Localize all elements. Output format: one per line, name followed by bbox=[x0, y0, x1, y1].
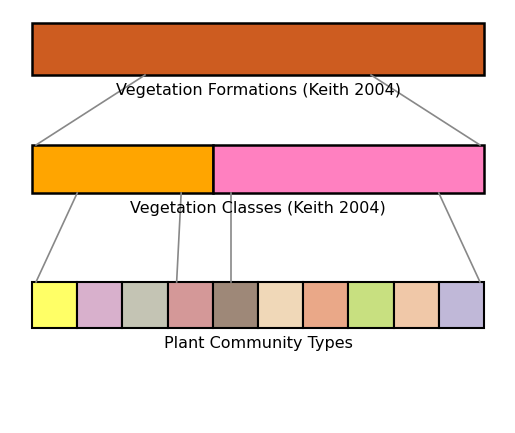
Bar bbox=[213, 282, 258, 328]
Bar bbox=[349, 282, 393, 328]
Bar bbox=[393, 282, 439, 328]
Bar bbox=[123, 282, 167, 328]
Bar bbox=[167, 282, 213, 328]
Bar bbox=[32, 23, 484, 75]
Text: Vegetation Formations (Keith 2004): Vegetation Formations (Keith 2004) bbox=[115, 83, 401, 98]
Bar bbox=[77, 282, 123, 328]
Text: Vegetation Classes (Keith 2004): Vegetation Classes (Keith 2004) bbox=[130, 201, 386, 216]
Bar bbox=[258, 282, 303, 328]
Text: Plant Community Types: Plant Community Types bbox=[164, 336, 352, 351]
Bar bbox=[213, 145, 484, 193]
Bar bbox=[439, 282, 484, 328]
Bar bbox=[32, 282, 77, 328]
Bar bbox=[32, 145, 213, 193]
Bar bbox=[303, 282, 349, 328]
